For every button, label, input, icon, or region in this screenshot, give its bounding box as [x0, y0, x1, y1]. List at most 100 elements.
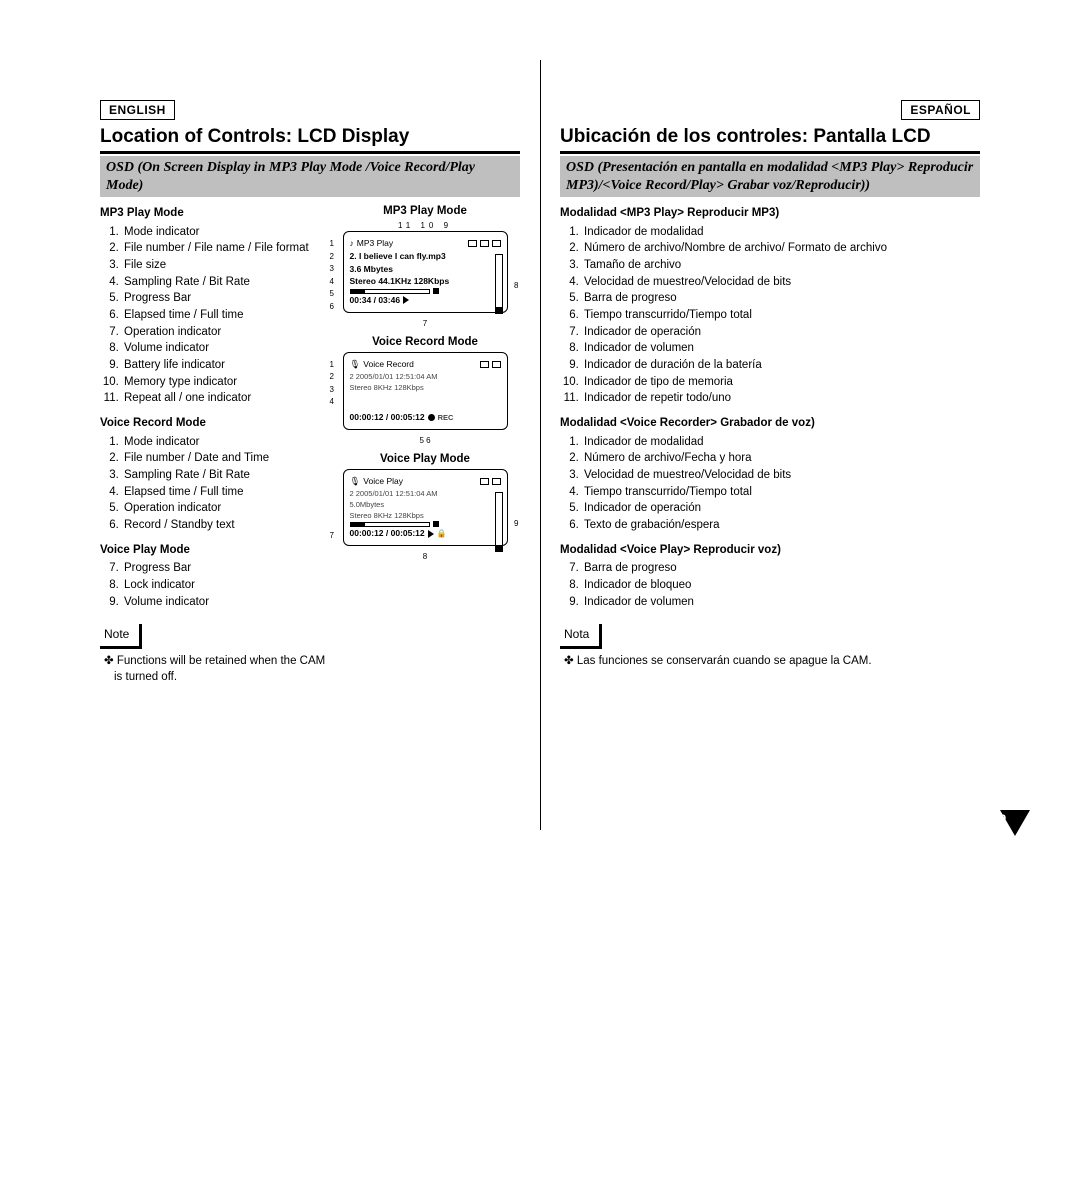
list-item: Volume indicator: [122, 594, 330, 611]
list-item: Volume indicator: [122, 340, 330, 357]
list-item: Indicador de modalidad: [582, 434, 980, 451]
list-item: Mode indicator: [122, 224, 330, 241]
diagram-column: MP3 Play Mode 11 10 9 1 2 3 4 5 6 8: [330, 205, 520, 685]
rec-text: REC: [438, 412, 454, 423]
english-column: ENGLISH Location of Controls: LCD Displa…: [100, 100, 540, 685]
mic-icon: 🎙: [350, 358, 361, 371]
lcd-time: 00:00:12 / 00:05:12: [350, 527, 425, 540]
list-vrec-en: Mode indicator File number / Date and Ti…: [100, 434, 330, 534]
list-item: Memory type indicator: [122, 374, 330, 391]
diag-title-vplay: Voice Play Mode: [330, 453, 520, 465]
list-item: Battery life indicator: [122, 357, 330, 374]
list-item: File number / File name / File format: [122, 240, 330, 257]
list-item: Repeat all / one indicator: [122, 390, 330, 407]
battery-icon: [492, 240, 501, 247]
list-item: Indicador de tipo de memoria: [582, 374, 980, 391]
lang-badge-spanish: ESPAÑOL: [901, 100, 980, 120]
lock-icon: 🔒: [437, 528, 447, 540]
volume-bar-icon: [495, 492, 503, 552]
lcd-time: 00:34 / 03:46: [350, 294, 401, 307]
lcd-file: 2 2005/01/01 12:51:04 AM: [350, 488, 501, 499]
list-item: Sampling Rate / Bit Rate: [122, 274, 330, 291]
diag-title-mp3: MP3 Play Mode: [330, 205, 520, 217]
volume-bar-icon: [495, 254, 503, 314]
list-item: Record / Standby text: [122, 517, 330, 534]
callouts-right-mp3: 8: [514, 280, 518, 292]
progress-bar-icon: [350, 522, 430, 527]
head-vplay-es: Modalidad <Voice Play> Reproducir voz): [560, 542, 980, 559]
lcd-file: 2 2005/01/01 12:51:04 AM: [350, 371, 501, 382]
callouts-left-vrec: 1 2 3 4: [330, 359, 334, 409]
repeat-icon: [468, 240, 477, 247]
head-vrec-en: Voice Record Mode: [100, 415, 330, 432]
list-item: File size: [122, 257, 330, 274]
list-item: Barra de progreso: [582, 290, 980, 307]
lcd-rate: Stereo 8KHz 128Kbps: [350, 382, 501, 393]
lcd-size: 3.6 Mbytes: [350, 263, 501, 276]
osd-bar-english: OSD (On Screen Display in MP3 Play Mode …: [100, 156, 520, 197]
lcd-mp3: 1 2 3 4 5 6 8 ♪ MP3 Play 2. I believe I …: [343, 231, 508, 313]
stop-icon: [433, 521, 439, 527]
note-text-en: Functions will be retained when the CAM …: [100, 653, 330, 685]
play-icon: [428, 530, 434, 538]
head-mp3-en: MP3 Play Mode: [100, 205, 330, 222]
list-vplay-en: Progress Bar Lock indicator Volume indic…: [100, 560, 330, 610]
battery-icon: [492, 361, 501, 368]
list-item: Número de archivo/Fecha y hora: [582, 450, 980, 467]
list-item: Indicador de volumen: [582, 340, 980, 357]
lang-badge-english: ENGLISH: [100, 100, 175, 120]
note-label-en: Note: [100, 624, 142, 648]
list-item: Tiempo transcurrido/Tiempo total: [582, 307, 980, 324]
list-mp3-en: Mode indicator File number / File name /…: [100, 224, 330, 407]
memory-icon: [480, 240, 489, 247]
note-label-es: Nota: [560, 624, 602, 648]
play-icon: [403, 296, 409, 304]
manual-page: ENGLISH Location of Controls: LCD Displa…: [0, 0, 1080, 725]
callouts-left-mp3: 1 2 3 4 5 6: [330, 238, 334, 313]
list-item: Tiempo transcurrido/Tiempo total: [582, 484, 980, 501]
lcd-rate: Stereo 8KHz 128Kbps: [350, 510, 501, 521]
list-item: Velocidad de muestreo/Velocidad de bits: [582, 274, 980, 291]
callouts-bottom-vrec: 5 6: [330, 436, 520, 445]
lcd-rate: Stereo 44.1KHz 128Kbps: [350, 275, 501, 288]
list-item: File number / Date and Time: [122, 450, 330, 467]
lcd-file: 2. I believe I can fly.mp3: [350, 250, 501, 263]
title-english: Location of Controls: LCD Display: [100, 126, 520, 154]
spanish-column: ESPAÑOL Ubicación de los controles: Pant…: [540, 100, 980, 685]
head-vrec-es: Modalidad <Voice Recorder> Grabador de v…: [560, 415, 980, 432]
head-vplay-en: Voice Play Mode: [100, 542, 330, 559]
list-item: Elapsed time / Full time: [122, 307, 330, 324]
title-spanish: Ubicación de los controles: Pantalla LCD: [560, 126, 980, 154]
lcd-time: 00:00:12 / 00:05:12: [350, 411, 425, 424]
callouts-bottom-mp3: 7: [330, 319, 520, 328]
list-item: Indicador de repetir todo/uno: [582, 390, 980, 407]
list-item: Sampling Rate / Bit Rate: [122, 467, 330, 484]
list-vrec-es: Indicador de modalidad Número de archivo…: [560, 434, 980, 534]
list-item: Número de archivo/Nombre de archivo/ For…: [582, 240, 980, 257]
list-item: Indicador de bloqueo: [582, 577, 980, 594]
list-item: Indicador de operación: [582, 324, 980, 341]
list-item: Operation indicator: [122, 500, 330, 517]
callouts-bottom-vplay: 8: [330, 552, 520, 561]
diag-title-vrec: Voice Record Mode: [330, 336, 520, 348]
note-text-es: Las funciones se conservarán cuando se a…: [560, 653, 980, 669]
list-item: Velocidad de muestreo/Velocidad de bits: [582, 467, 980, 484]
record-icon: [428, 414, 435, 421]
list-item: Progress Bar: [122, 290, 330, 307]
list-item: Progress Bar: [122, 560, 330, 577]
memory-icon: [480, 361, 489, 368]
list-item: Indicador de operación: [582, 500, 980, 517]
list-item: Barra de progreso: [582, 560, 980, 577]
music-note-icon: ♪: [350, 237, 354, 250]
mic-icon: 🎙: [350, 475, 361, 488]
page-number: 19: [985, 813, 1015, 825]
english-lists: MP3 Play Mode Mode indicator File number…: [100, 205, 330, 685]
list-item: Indicador de volumen: [582, 594, 980, 611]
list-item: Indicador de modalidad: [582, 224, 980, 241]
lcd-vrec: 1 2 3 4 🎙 Voice Record 2 2005/01/01 12:5…: [343, 352, 508, 430]
callouts-right-vplay: 9: [514, 518, 518, 530]
spanish-lists: Modalidad <MP3 Play> Reproducir MP3) Ind…: [560, 205, 980, 669]
head-mp3-es: Modalidad <MP3 Play> Reproducir MP3): [560, 205, 980, 222]
osd-bar-spanish: OSD (Presentación en pantalla en modalid…: [560, 156, 980, 197]
stop-icon: [433, 288, 439, 294]
